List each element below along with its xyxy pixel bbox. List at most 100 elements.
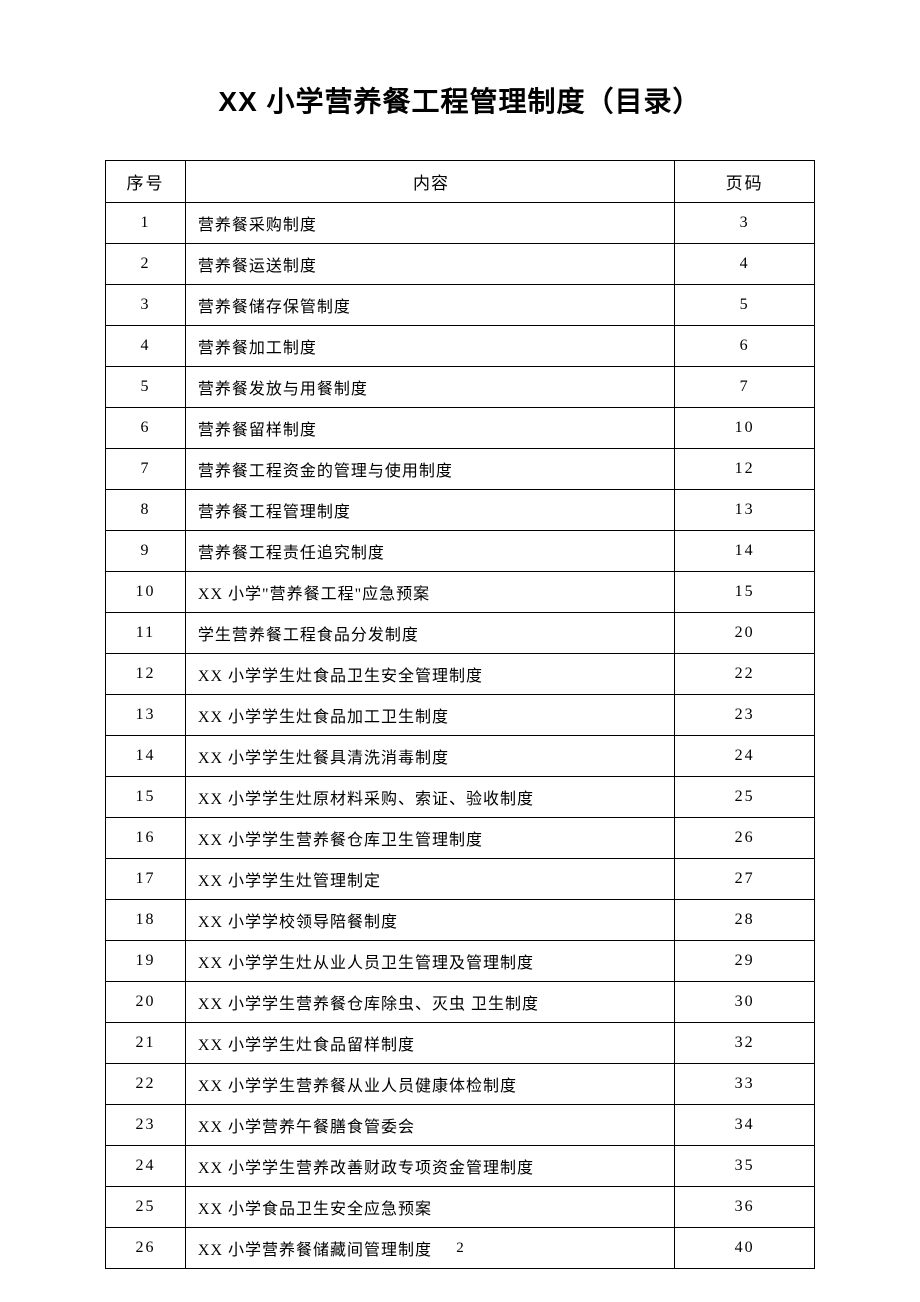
- cell-seq: 25: [106, 1187, 186, 1228]
- cell-page: 20: [675, 613, 815, 654]
- table-body: 1营养餐采购制度32营养餐运送制度43营养餐储存保管制度54营养餐加工制度65营…: [106, 203, 815, 1269]
- table-row: 15XX 小学学生灶原材料采购、索证、验收制度25: [106, 777, 815, 818]
- cell-content: 营养餐发放与用餐制度: [185, 367, 674, 408]
- cell-content: 营养餐采购制度: [185, 203, 674, 244]
- cell-content: XX 小学学生营养餐从业人员健康体检制度: [185, 1064, 674, 1105]
- cell-content: XX 小学学生灶食品加工卫生制度: [185, 695, 674, 736]
- cell-content: XX 小学营养餐储藏间管理制度: [185, 1228, 674, 1269]
- header-page: 页码: [675, 161, 815, 203]
- header-seq: 序号: [106, 161, 186, 203]
- cell-seq: 6: [106, 408, 186, 449]
- cell-content: XX 小学学生营养餐仓库卫生管理制度: [185, 818, 674, 859]
- cell-seq: 5: [106, 367, 186, 408]
- cell-content: 营养餐工程管理制度: [185, 490, 674, 531]
- table-row: 1营养餐采购制度3: [106, 203, 815, 244]
- table-row: 12 XX 小学学生灶食品卫生安全管理制度22: [106, 654, 815, 695]
- cell-page: 33: [675, 1064, 815, 1105]
- table-row: 21XX 小学学生灶食品留样制度32: [106, 1023, 815, 1064]
- cell-page: 30: [675, 982, 815, 1023]
- cell-seq: 24: [106, 1146, 186, 1187]
- cell-seq: 13: [106, 695, 186, 736]
- cell-content: XX 小学学生灶食品留样制度: [185, 1023, 674, 1064]
- table-row: 19XX 小学学生灶从业人员卫生管理及管理制度29: [106, 941, 815, 982]
- cell-content: 营养餐加工制度: [185, 326, 674, 367]
- table-row: 22XX 小学学生营养餐从业人员健康体检制度33: [106, 1064, 815, 1105]
- cell-page: 13: [675, 490, 815, 531]
- toc-table: 序号 内容 页码 1营养餐采购制度32营养餐运送制度43营养餐储存保管制度54营…: [105, 160, 815, 1269]
- document-title: XX 小学营养餐工程管理制度（目录）: [105, 80, 815, 120]
- cell-seq: 18: [106, 900, 186, 941]
- cell-content: XX 小学学生灶管理制定: [185, 859, 674, 900]
- cell-content: 营养餐工程资金的管理与使用制度: [185, 449, 674, 490]
- table-row: 14XX 小学学生灶餐具清洗消毒制度24: [106, 736, 815, 777]
- cell-page: 5: [675, 285, 815, 326]
- cell-seq: 15: [106, 777, 186, 818]
- cell-page: 40: [675, 1228, 815, 1269]
- cell-page: 4: [675, 244, 815, 285]
- cell-seq: 26: [106, 1228, 186, 1269]
- cell-page: 28: [675, 900, 815, 941]
- cell-seq: 17: [106, 859, 186, 900]
- table-row: 16XX 小学学生营养餐仓库卫生管理制度26: [106, 818, 815, 859]
- table-row: 20XX 小学学生营养餐仓库除虫、灭虫 卫生制度30: [106, 982, 815, 1023]
- cell-seq: 2: [106, 244, 186, 285]
- table-row: 23XX 小学营养午餐膳食管委会34: [106, 1105, 815, 1146]
- cell-seq: 16: [106, 818, 186, 859]
- table-row: 13XX 小学学生灶食品加工卫生制度23: [106, 695, 815, 736]
- cell-seq: 3: [106, 285, 186, 326]
- cell-seq: 12: [106, 654, 186, 695]
- cell-page: 7: [675, 367, 815, 408]
- cell-content: XX 小学学生灶食品卫生安全管理制度: [185, 654, 674, 695]
- table-row: 11学生营养餐工程食品分发制度20: [106, 613, 815, 654]
- cell-page: 27: [675, 859, 815, 900]
- cell-content: XX 小学学生灶餐具清洗消毒制度: [185, 736, 674, 777]
- cell-page: 12: [675, 449, 815, 490]
- cell-seq: 22: [106, 1064, 186, 1105]
- cell-seq: 1: [106, 203, 186, 244]
- cell-page: 22: [675, 654, 815, 695]
- cell-page: 25: [675, 777, 815, 818]
- cell-page: 10: [675, 408, 815, 449]
- cell-seq: 21: [106, 1023, 186, 1064]
- table-row: 18XX 小学学校领导陪餐制度28: [106, 900, 815, 941]
- cell-seq: 11: [106, 613, 186, 654]
- cell-page: 36: [675, 1187, 815, 1228]
- cell-content: 营养餐工程责任追究制度: [185, 531, 674, 572]
- table-header-row: 序号 内容 页码: [106, 161, 815, 203]
- cell-seq: 19: [106, 941, 186, 982]
- table-row: 17XX 小学学生灶管理制定27: [106, 859, 815, 900]
- cell-seq: 23: [106, 1105, 186, 1146]
- table-row: 6营养餐留样制度10: [106, 408, 815, 449]
- table-row: 24XX 小学学生营养改善财政专项资金管理制度35: [106, 1146, 815, 1187]
- cell-page: 14: [675, 531, 815, 572]
- table-row: 10XX 小学"营养餐工程"应急预案15: [106, 572, 815, 613]
- cell-content: XX 小学学校领导陪餐制度: [185, 900, 674, 941]
- header-content: 内容: [185, 161, 674, 203]
- cell-page: 24: [675, 736, 815, 777]
- cell-content: XX 小学"营养餐工程"应急预案: [185, 572, 674, 613]
- table-row: 7营养餐工程资金的管理与使用制度12: [106, 449, 815, 490]
- cell-seq: 7: [106, 449, 186, 490]
- cell-page: 15: [675, 572, 815, 613]
- cell-page: 29: [675, 941, 815, 982]
- cell-seq: 8: [106, 490, 186, 531]
- table-row: 9营养餐工程责任追究制度14: [106, 531, 815, 572]
- cell-page: 34: [675, 1105, 815, 1146]
- cell-content: XX 小学食品卫生安全应急预案: [185, 1187, 674, 1228]
- cell-content: XX 小学学生灶原材料采购、索证、验收制度: [185, 777, 674, 818]
- table-row: 3营养餐储存保管制度5: [106, 285, 815, 326]
- cell-seq: 14: [106, 736, 186, 777]
- cell-page: 32: [675, 1023, 815, 1064]
- table-row: 8营养餐工程管理制度13: [106, 490, 815, 531]
- cell-page: 35: [675, 1146, 815, 1187]
- cell-page: 23: [675, 695, 815, 736]
- cell-seq: 4: [106, 326, 186, 367]
- cell-seq: 10: [106, 572, 186, 613]
- cell-content: XX 小学学生营养改善财政专项资金管理制度: [185, 1146, 674, 1187]
- cell-content: XX 小学学生营养餐仓库除虫、灭虫 卫生制度: [185, 982, 674, 1023]
- cell-page: 6: [675, 326, 815, 367]
- page-number: 2: [456, 1240, 464, 1257]
- cell-page: 3: [675, 203, 815, 244]
- cell-content: 学生营养餐工程食品分发制度: [185, 613, 674, 654]
- cell-content: 营养餐运送制度: [185, 244, 674, 285]
